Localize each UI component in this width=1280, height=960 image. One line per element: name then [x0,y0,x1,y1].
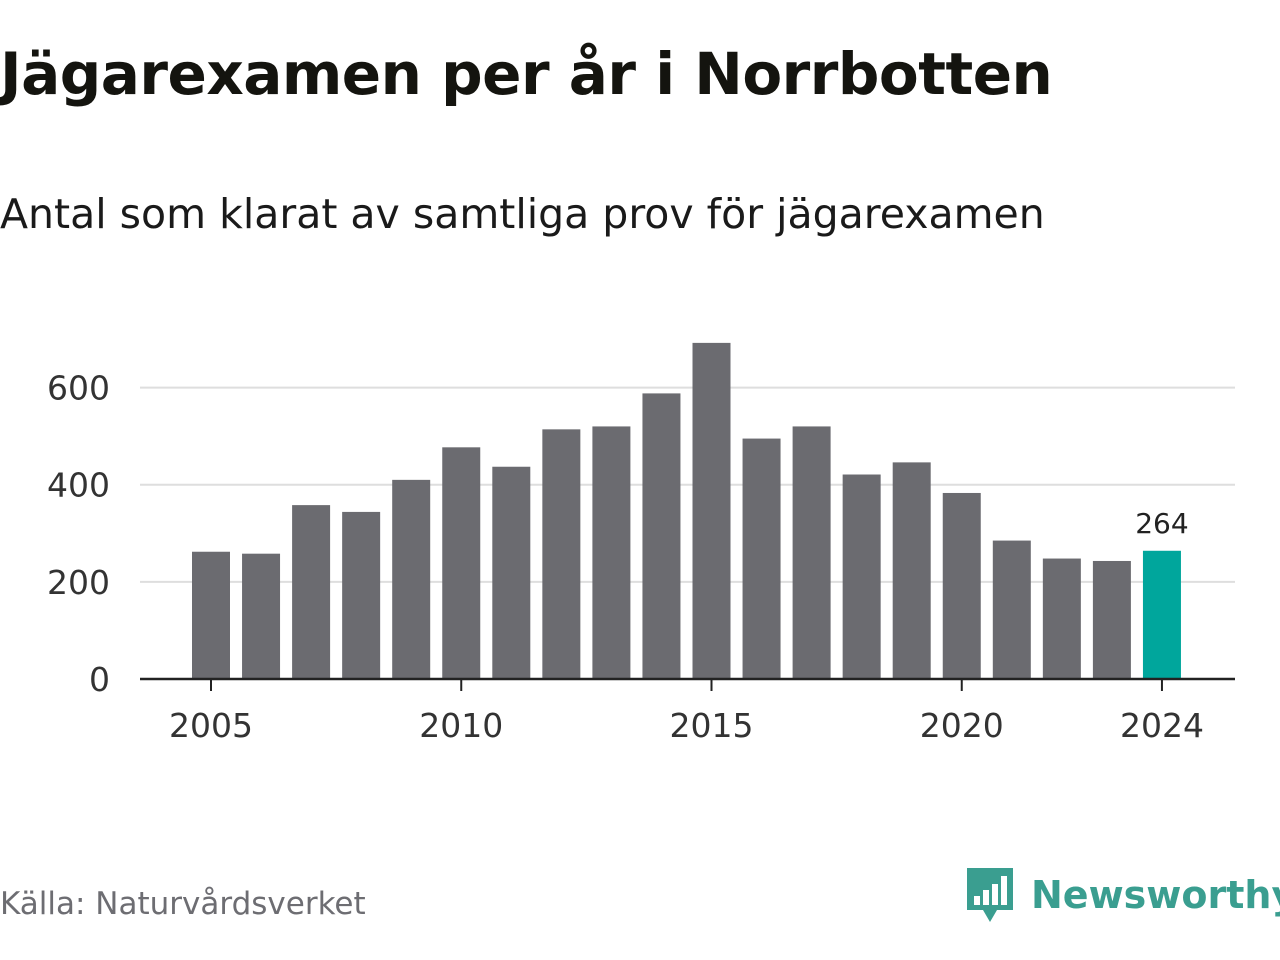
bar-2012 [542,429,581,679]
y-tick-label: 600 [47,369,110,408]
bar-2015 [692,342,731,679]
brand-logo: Newsworthy [965,866,1280,924]
x-tick-label: 2020 [920,706,1004,745]
newsworthy-logo-icon [967,868,1013,922]
bar-2017 [792,426,831,679]
axes [140,677,1235,691]
brand-name: Newsworthy [1031,873,1280,917]
bar-2024 [1142,550,1181,679]
bar-2014 [642,393,681,679]
bar-2011 [492,466,531,679]
bar-2020 [942,492,981,679]
bar-chart: 0 200 400 600 2005 2010 2015 2020 2024 264 [47,342,1235,745]
x-tick-label: 2005 [169,706,253,745]
y-tick-label: 0 [89,660,110,699]
bar-2010 [442,447,481,679]
y-tick-label: 200 [47,563,110,602]
bar-2023 [1092,560,1131,679]
data-label-2024: 264 [1135,507,1188,540]
bar-2008 [342,511,381,679]
bar-2021 [992,540,1031,679]
x-tick-label: 2010 [419,706,503,745]
x-tick-label: 2015 [670,706,754,745]
bar-2018 [842,474,881,679]
bar-2006 [242,553,281,679]
bar-2009 [392,479,431,679]
bar-2005 [192,551,230,679]
source-note: Källa: Naturvårdsverket [0,886,366,922]
bar-2007 [292,505,331,679]
bars [192,342,1181,679]
x-tick-label: 2024 [1120,706,1204,745]
chart-title: Jägarexamen per år i Norrbotten [0,40,1053,108]
bar-2013 [592,426,631,679]
y-tick-label: 400 [47,466,110,505]
bar-2022 [1042,558,1081,679]
labels: 0 200 400 600 2005 2010 2015 2020 2024 264 [47,369,1204,745]
chart-subtitle: Antal som klarat av samtliga prov för jä… [0,190,1045,238]
bar-2019 [892,462,931,679]
bar-2016 [742,438,781,679]
